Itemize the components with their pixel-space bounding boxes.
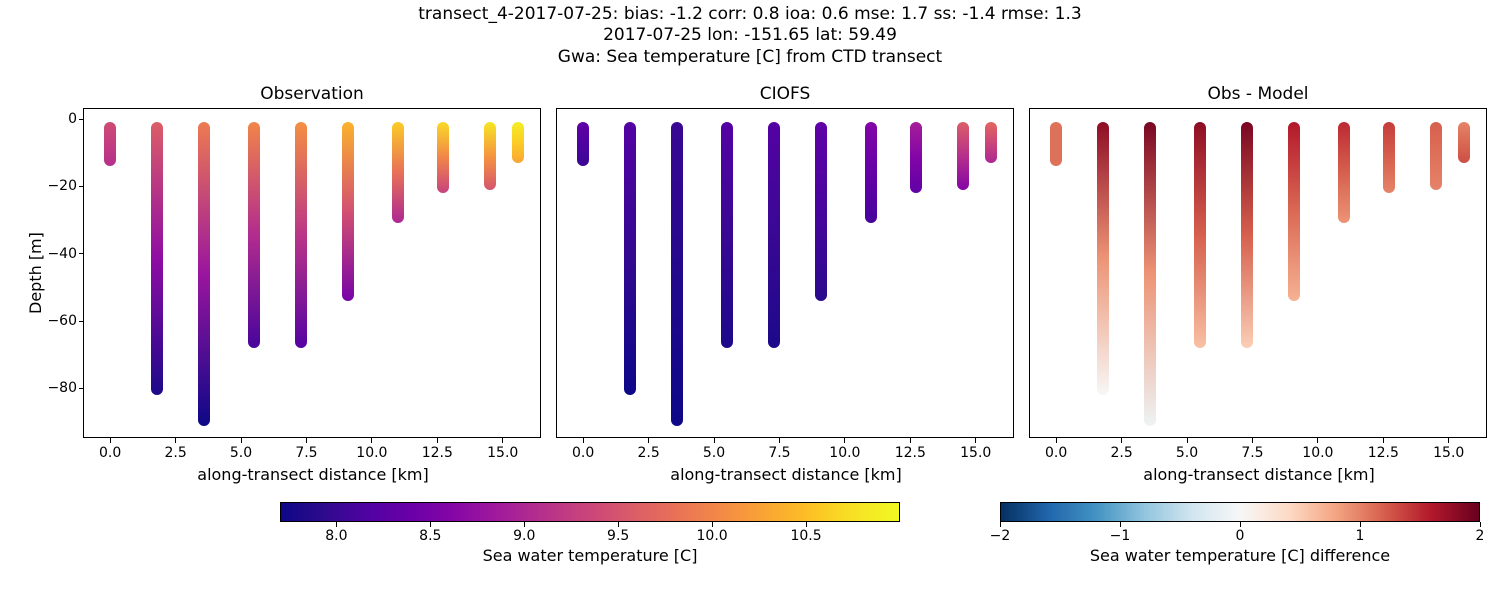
xtick: 0.0 (1045, 445, 1067, 461)
xtick: 5.0 (230, 445, 252, 461)
profile-diff (1383, 122, 1395, 193)
figure: transect_4-2017-07-25: bias: -1.2 corr: … (0, 0, 1500, 600)
cbar-tick: 10.5 (790, 528, 821, 544)
profile-obs (198, 122, 210, 425)
axes-obs: 0.02.55.07.510.012.515.0along-transect d… (83, 108, 541, 438)
title-line-3: Gwa: Sea temperature [C] from CTD transe… (0, 47, 1500, 68)
cbar-temp-label: Sea water temperature [C] (280, 546, 900, 565)
profile-ciofs (671, 122, 683, 425)
profile-ciofs (721, 122, 733, 348)
xtick: 7.5 (295, 445, 317, 461)
cbar-tick: 9.5 (607, 528, 629, 544)
figure-title: transect_4-2017-07-25: bias: -1.2 corr: … (0, 4, 1500, 68)
cbar-tick: 9.0 (513, 528, 535, 544)
ytick: −60 (32, 313, 77, 329)
profile-ciofs (624, 122, 636, 395)
profile-diff (1338, 122, 1350, 223)
xtick: 2.5 (164, 445, 186, 461)
profile-ciofs (768, 122, 780, 348)
xtick: 7.5 (1241, 445, 1263, 461)
profile-diff (1241, 122, 1253, 348)
profile-diff (1050, 122, 1062, 166)
cbar-diff-label: Sea water temperature [C] difference (1000, 546, 1480, 565)
xtick: 2.5 (1110, 445, 1132, 461)
xtick: 5.0 (1176, 445, 1198, 461)
xtick: 5.0 (703, 445, 725, 461)
profile-diff (1288, 122, 1300, 300)
profile-obs (484, 122, 496, 189)
panel-titles: Observation CIOFS Obs - Model (0, 84, 1500, 104)
panel-title-obs: Observation (83, 84, 541, 104)
ylabel: Depth [m] (26, 232, 45, 314)
xtick: 7.5 (768, 445, 790, 461)
profile-obs (512, 122, 524, 162)
cbar-tick: 0 (1236, 528, 1245, 544)
profile-ciofs (910, 122, 922, 193)
xlabel: along-transect distance [km] (84, 465, 542, 484)
xtick: 15.0 (487, 445, 518, 461)
profile-obs (342, 122, 354, 300)
profile-obs (248, 122, 260, 348)
profile-obs (437, 122, 449, 193)
xtick: 12.5 (1368, 445, 1399, 461)
profile-obs (151, 122, 163, 395)
xtick: 10.0 (356, 445, 387, 461)
profile-obs (295, 122, 307, 348)
xtick: 0.0 (572, 445, 594, 461)
profile-ciofs (957, 122, 969, 189)
profile-ciofs (577, 122, 589, 166)
xtick: 12.5 (895, 445, 926, 461)
profile-ciofs (815, 122, 827, 300)
panel-title-diff: Obs - Model (1029, 84, 1487, 104)
profile-diff (1430, 122, 1442, 189)
profile-obs (104, 122, 116, 166)
cbar-temp-bar (280, 502, 900, 522)
xtick: 10.0 (1302, 445, 1333, 461)
xtick: 15.0 (960, 445, 991, 461)
ytick: −20 (32, 178, 77, 194)
profile-ciofs (985, 122, 997, 162)
cbar-tick: 8.0 (325, 528, 347, 544)
ytick: 0 (32, 111, 77, 127)
profile-diff (1097, 122, 1109, 395)
axes-ciofs: 0.02.55.07.510.012.515.0along-transect d… (556, 108, 1014, 438)
ytick: −80 (32, 380, 77, 396)
cbar-tick: 10.0 (697, 528, 728, 544)
title-line-1: transect_4-2017-07-25: bias: -1.2 corr: … (0, 4, 1500, 25)
xtick: 15.0 (1433, 445, 1464, 461)
cbar-tick: 1 (1356, 528, 1365, 544)
cbar-tick: 8.5 (419, 528, 441, 544)
xtick: 0.0 (99, 445, 121, 461)
profile-diff (1458, 122, 1470, 162)
xtick: 12.5 (422, 445, 453, 461)
profile-obs (392, 122, 404, 223)
xlabel: along-transect distance [km] (557, 465, 1015, 484)
xtick: 2.5 (637, 445, 659, 461)
profile-diff (1144, 122, 1156, 425)
cbar-diff-bar (1000, 502, 1480, 522)
panel-title-ciofs: CIOFS (556, 84, 1014, 104)
xtick: 10.0 (829, 445, 860, 461)
cbar-tick: −1 (1110, 528, 1131, 544)
profile-ciofs (865, 122, 877, 223)
xlabel: along-transect distance [km] (1030, 465, 1488, 484)
cbar-tick: −2 (990, 528, 1011, 544)
cbar-tick: 2 (1476, 528, 1485, 544)
profile-diff (1194, 122, 1206, 348)
axes-diff: 0.02.55.07.510.012.515.0along-transect d… (1029, 108, 1487, 438)
title-line-2: 2017-07-25 lon: -151.65 lat: 59.49 (0, 25, 1500, 46)
